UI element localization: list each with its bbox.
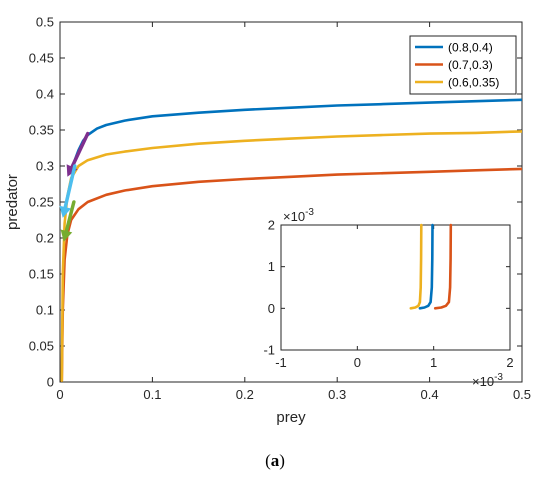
y-tick-label: 0.3 xyxy=(36,159,54,174)
y-tick-label: 0.2 xyxy=(36,231,54,246)
inset-x-tick-label: 1 xyxy=(430,355,437,370)
y-tick-label: 0.4 xyxy=(36,87,54,102)
inset-x-tick-label: -1 xyxy=(275,355,287,370)
x-tick-label: 0.2 xyxy=(236,387,254,402)
inset-plot-frame xyxy=(280,224,511,351)
inset-y-tick: 0 xyxy=(268,301,510,316)
y-tick-label: 0.5 xyxy=(36,15,54,30)
y-tick-label: 0 xyxy=(47,375,54,390)
y-tick-label: 0.45 xyxy=(29,51,54,66)
inset-x-tick: 0 xyxy=(354,225,361,370)
inset-y-tick: 2 xyxy=(268,218,510,233)
direction-arrow xyxy=(60,200,76,242)
y-axis-label: predator xyxy=(4,174,21,230)
x-tick-label: 0 xyxy=(56,387,63,402)
x-tick-label: 0.3 xyxy=(328,387,346,402)
x-tick-label: 0.4 xyxy=(421,387,439,402)
legend-entry: (0.6,0.35) xyxy=(415,76,499,90)
legend: (0.8,0.4) (0.7,0.3) (0.6,0.35) xyxy=(409,35,517,95)
y-tick: 0.5 xyxy=(36,15,522,30)
legend-label: (0.6,0.35) xyxy=(448,76,499,90)
x-tick: 0.1 xyxy=(143,22,161,402)
y-tick: 0.2 xyxy=(36,231,522,246)
inset-y-tick-label: 1 xyxy=(268,259,275,274)
main-x-ticks: 0 0.1 0.2 0.3 0.4 0.5 xyxy=(56,22,531,402)
inset-y-tick-label: 0 xyxy=(268,301,275,316)
legend-entry: (0.8,0.4) xyxy=(415,41,493,55)
direction-arrow xyxy=(59,164,77,218)
y-tick-label: 0.05 xyxy=(29,339,54,354)
x-tick-label: 0.5 xyxy=(513,387,531,402)
x-tick: 0.3 xyxy=(328,22,346,402)
y-tick-label: 0.15 xyxy=(29,267,54,282)
inset-x-tick-label: 2 xyxy=(506,355,513,370)
inset-x-exponent: ×10-3 xyxy=(472,372,503,389)
inset-plot: -1 0 1 2 -1 0 1 2 ×10-3 ×10-3 xyxy=(263,207,513,389)
x-tick-label: 0.1 xyxy=(143,387,161,402)
inset-series-line xyxy=(433,223,453,310)
inset-series xyxy=(409,223,453,310)
inset-series-line xyxy=(409,223,423,310)
legend-label: (0.7,0.3) xyxy=(448,58,493,72)
y-tick: 0 xyxy=(47,375,522,390)
series-line xyxy=(60,167,522,382)
inset-y-exponent: ×10-3 xyxy=(283,207,314,224)
main-y-ticks: 0 0.05 0.1 0.15 0.2 0.25 0.3 0.35 0.4 0.45 0.5 xyxy=(29,15,522,390)
inset-y-tick: 1 xyxy=(268,259,510,274)
inset-y-tick: -1 xyxy=(263,343,510,358)
x-axis-label: prey xyxy=(276,409,306,426)
inset-y-ticks: -1 0 1 2 xyxy=(263,218,510,358)
inset-x-tick: -1 xyxy=(275,225,287,370)
x-tick: 0 xyxy=(56,22,64,402)
y-tick: 0.1 xyxy=(36,303,522,318)
y-tick: 0.4 xyxy=(36,87,522,102)
inset-y-tick-label: -1 xyxy=(263,343,275,358)
legend-entry: (0.7,0.3) xyxy=(415,58,493,72)
x-tick: 0.5 xyxy=(513,22,531,402)
inset-x-tick-label: 0 xyxy=(354,355,361,370)
y-tick: 0.3 xyxy=(36,159,522,174)
y-tick: 0.35 xyxy=(29,123,522,138)
x-tick: 0.2 xyxy=(236,22,254,402)
y-tick: 0.25 xyxy=(29,195,522,210)
inset-y-tick-label: 2 xyxy=(268,218,275,233)
y-tick: 0.45 xyxy=(29,51,522,66)
y-tick-label: 0.25 xyxy=(29,195,54,210)
inset-series-line xyxy=(418,223,434,310)
legend-label: (0.8,0.4) xyxy=(448,41,493,55)
y-tick-label: 0.35 xyxy=(29,123,54,138)
x-tick: 0.4 xyxy=(421,22,439,402)
direction-arrows xyxy=(59,131,90,242)
y-tick-label: 0.1 xyxy=(36,303,54,318)
inset-x-tick: 2 xyxy=(506,225,514,370)
figure-caption: (a) xyxy=(265,451,285,470)
